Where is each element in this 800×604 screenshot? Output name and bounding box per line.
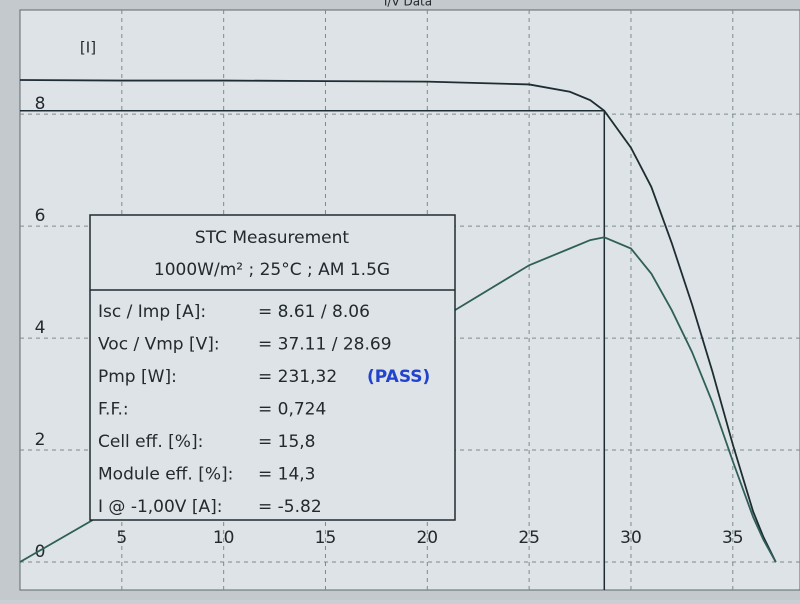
y-tick-label: 8 [35,94,46,114]
chart-title: I/V Data [384,0,432,9]
info-label: I @ -1,00V [A]: [98,497,222,517]
x-tick-label: 10 [213,528,235,548]
info-label: Pmp [W]: [98,367,177,387]
y-tick-label: 6 [35,206,46,226]
info-value: = 231,32 [258,367,337,387]
info-box-frame [89,214,456,521]
x-tick-label: 15 [315,528,337,548]
info-status: (PASS) [367,367,430,387]
y-tick-label: 0 [35,542,46,562]
y-tick-label: 2 [35,430,46,450]
x-tick-label: 5 [116,528,127,548]
info-label: F.F.: [98,400,129,420]
info-label: Isc / Imp [A]: [98,302,206,322]
info-value: = 37.11 / 28.69 [258,335,392,355]
x-tick-label: 20 [416,528,438,548]
info-value: = 14,3 [258,465,316,485]
info-subtitle: 1000W/m² ; 25°C ; AM 1.5G [154,260,390,280]
info-label: Module eff. [%]: [98,465,233,485]
x-tick-label: 35 [722,528,744,548]
x-tick-label: 25 [518,528,540,548]
info-box: STC Measurement 1000W/m² ; 25°C ; AM 1.5… [89,214,456,521]
y-tick-label: 4 [35,318,46,338]
info-label: Voc / Vmp [V]: [98,335,220,355]
info-title: STC Measurement [195,228,349,248]
x-tick-label: 30 [620,528,642,548]
info-value: = 0,724 [258,400,326,420]
y-axis-label: [I] [80,39,96,57]
info-value: = 15,8 [258,432,316,452]
info-value: = 8.61 / 8.06 [258,302,370,322]
info-value: = -5.82 [258,497,322,517]
curve [19,79,777,563]
info-label: Cell eff. [%]: [98,432,203,452]
